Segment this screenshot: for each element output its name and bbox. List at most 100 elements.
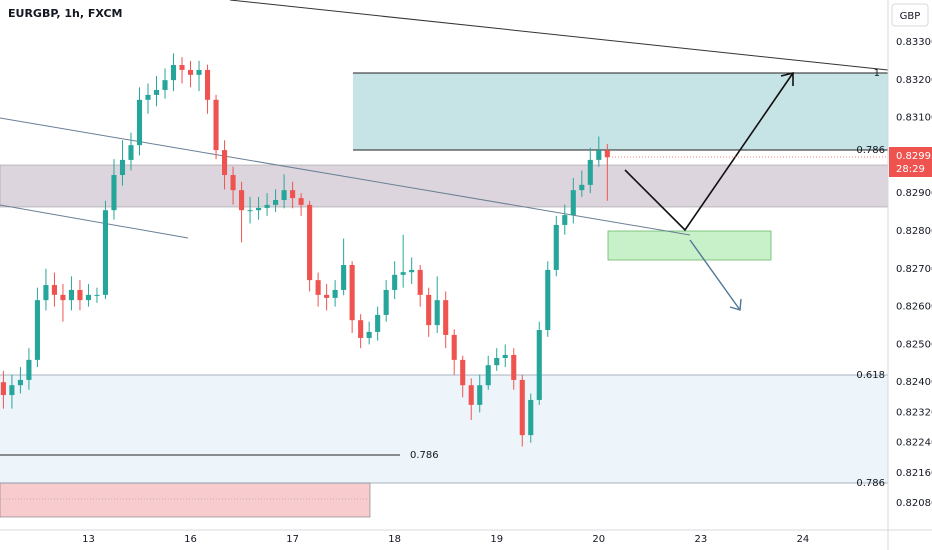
candle-body (222, 150, 228, 176)
candle-body (570, 190, 576, 216)
candle-body (460, 359, 466, 386)
currency-button[interactable] (891, 3, 929, 27)
trend-line (0, 117, 691, 236)
candles (0, 53, 610, 447)
candle-body (230, 175, 236, 191)
candle-body (170, 65, 177, 81)
candle-body (281, 190, 287, 200)
candle-body (392, 274, 398, 290)
candle-body (417, 269, 423, 295)
fib-label: 0.618 (856, 370, 885, 381)
candle-body (451, 334, 457, 360)
candle-body (383, 289, 389, 315)
candle-body (247, 210, 253, 212)
candle-body (545, 269, 551, 331)
candle-body (349, 265, 355, 321)
candle-body (119, 159, 126, 176)
candle-body (375, 314, 381, 332)
x-tick-label: 17 (286, 534, 299, 545)
candle-body (68, 289, 74, 301)
candle-body (332, 289, 338, 298)
candle-body (26, 359, 32, 380)
candle-body (494, 357, 500, 366)
candle-body (128, 145, 134, 160)
fib-zone (0, 375, 888, 483)
candle-body (409, 269, 415, 273)
candle-body (85, 294, 92, 301)
x-tick-label: 20 (592, 534, 605, 545)
candle-body (0, 382, 6, 396)
candle-body (17, 379, 23, 386)
candle-body (562, 215, 568, 225)
entry-zone (607, 230, 772, 261)
candle-body (315, 280, 321, 295)
candle-body (536, 330, 542, 400)
candle-body (400, 272, 406, 275)
candle-body (102, 210, 109, 295)
resistance-zone (0, 164, 889, 208)
x-tick-label: 24 (797, 534, 810, 545)
candle-body (366, 331, 372, 338)
candle-body (443, 300, 449, 335)
fib-label: 0.786 (856, 478, 885, 489)
candle-body (273, 199, 279, 205)
candle-body (264, 204, 270, 208)
candle-body (596, 150, 602, 160)
candle-body (358, 320, 364, 338)
candle-body (204, 69, 211, 100)
candle-body (290, 190, 296, 199)
x-tick-label: 18 (388, 534, 401, 545)
candle-body (307, 204, 313, 281)
candle-body (502, 354, 508, 358)
trend-line (0, 204, 189, 239)
demand-zone (0, 482, 371, 518)
target-zone (353, 73, 888, 150)
candle-body (145, 94, 151, 100)
candle-body (111, 175, 117, 211)
projection-arrow (689, 239, 741, 311)
candle-body (298, 198, 304, 205)
x-tick-label: 16 (184, 534, 197, 545)
trend-line (229, 0, 889, 71)
candle-body (136, 99, 143, 146)
candle-body (196, 69, 202, 75)
currency-label[interactable]: GBP (900, 11, 921, 22)
candle-body (519, 379, 525, 436)
candle-body (94, 294, 100, 296)
x-tick-label: 19 (490, 534, 503, 545)
y-tick-label: 0.82080 (896, 498, 932, 509)
symbol-title: EURGBP, 1h, FXCM (8, 7, 123, 20)
candle-body (579, 184, 585, 191)
candle-body (153, 89, 160, 95)
fib-label: 0.786 (410, 450, 439, 461)
last-price: 0.82995 (896, 151, 932, 162)
candle-body (324, 294, 330, 298)
candle-body (162, 80, 168, 90)
candle-body (256, 207, 262, 211)
fib-label: 1 (874, 68, 880, 79)
candle-body (468, 385, 474, 405)
candle-body (187, 69, 194, 75)
candle-body (604, 150, 610, 158)
x-tick-label: 13 (82, 534, 95, 545)
candle-body (43, 285, 49, 301)
candle-body (51, 285, 57, 295)
candle-body (179, 65, 185, 70)
candle-body (477, 385, 483, 405)
candle-body (34, 300, 40, 360)
candle-body (213, 99, 219, 151)
candle-body (553, 224, 559, 270)
x-tick-label: 23 (695, 534, 708, 545)
